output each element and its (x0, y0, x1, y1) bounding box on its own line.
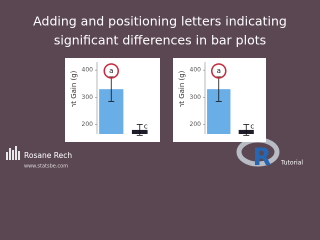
y-axis-label: Weight Gain (g) (178, 70, 186, 125)
y-tick-label: 300 (190, 94, 202, 101)
r-logo-letter: R (253, 143, 271, 171)
significance-letter: a (109, 67, 113, 75)
logo-icon (6, 146, 20, 160)
y-tick-label: 300 (82, 94, 94, 101)
author: Rosane Rech (24, 151, 72, 160)
highlight-circle (103, 63, 119, 79)
y-axis-label: Weight Gain (g) (70, 70, 78, 125)
y-tick-label: 400 (190, 67, 202, 74)
y-tick-label: 200 (82, 121, 94, 128)
highlight-circle (211, 63, 227, 79)
title-line: significant differences in bar plots (54, 33, 266, 48)
significance-letter: a (217, 67, 221, 75)
y-tick-label: 200 (190, 121, 202, 128)
bar (207, 89, 231, 134)
tag: Tutorial (280, 160, 303, 167)
title-line: Adding and positioning letters indicatin… (33, 14, 287, 29)
significance-letter: c (144, 122, 148, 130)
significance-letter: c (250, 122, 254, 130)
y-tick-label: 400 (82, 67, 94, 74)
thumbnail: Adding and positioning letters indicatin… (6, 13, 304, 171)
website: www.statsbe.com (24, 164, 68, 170)
